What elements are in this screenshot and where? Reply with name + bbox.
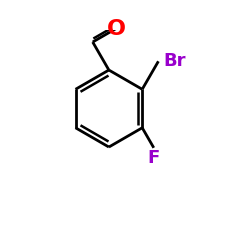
Text: F: F xyxy=(148,149,160,167)
Text: Br: Br xyxy=(163,52,186,70)
Text: O: O xyxy=(106,18,126,38)
